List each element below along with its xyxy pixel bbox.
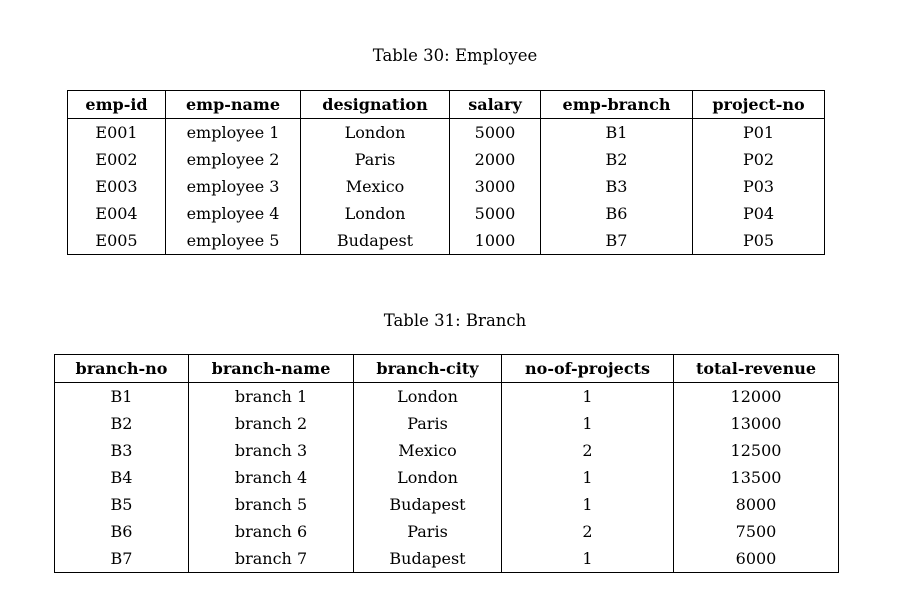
branch-table-header-row: branch-no branch-name branch-city no-of-pro… <box>54 354 839 383</box>
table-cell: employee 3 <box>165 173 301 200</box>
table-cell: 1 <box>501 382 674 410</box>
table-cell: branch 6 <box>188 518 354 545</box>
table-cell: 1 <box>501 491 674 518</box>
table-cell: B2 <box>54 410 189 437</box>
table-cell: 13500 <box>673 464 839 491</box>
table-cell: B2 <box>540 146 693 173</box>
branch-header-1: branch-name <box>188 354 354 383</box>
table-cell: branch 4 <box>188 464 354 491</box>
table-cell: B6 <box>540 200 693 227</box>
table-cell: employee 2 <box>165 146 301 173</box>
table-cell: P02 <box>692 146 825 173</box>
table-cell: 1 <box>501 545 674 573</box>
table-row: E001 employee 1 London 5000 B1 P01 <box>67 118 825 146</box>
table-cell: Budapest <box>353 545 502 573</box>
branch-header-2: branch-city <box>353 354 502 383</box>
table-row: B5 branch 5 Budapest 1 8000 <box>54 491 839 518</box>
table-cell: London <box>353 382 502 410</box>
table-cell: branch 5 <box>188 491 354 518</box>
employee-header-4: emp-branch <box>540 90 693 119</box>
table-cell: 1 <box>501 464 674 491</box>
table-cell: 5000 <box>449 200 541 227</box>
table-row: B3 branch 3 Mexico 2 12500 <box>54 437 839 464</box>
table-cell: B4 <box>54 464 189 491</box>
table-cell: E003 <box>67 173 166 200</box>
table-row: B4 branch 4 London 1 13500 <box>54 464 839 491</box>
table-cell: 2 <box>501 518 674 545</box>
table-cell: Budapest <box>353 491 502 518</box>
table-cell: London <box>300 118 450 146</box>
table-cell: London <box>300 200 450 227</box>
table-cell: Budapest <box>300 227 450 255</box>
table-cell: B6 <box>54 518 189 545</box>
table-cell: Paris <box>300 146 450 173</box>
table-cell: branch 2 <box>188 410 354 437</box>
table-row: E002 employee 2 Paris 2000 B2 P02 <box>67 146 825 173</box>
table-cell: employee 4 <box>165 200 301 227</box>
table-cell: 13000 <box>673 410 839 437</box>
table-row: B2 branch 2 Paris 1 13000 <box>54 410 839 437</box>
table-cell: 2 <box>501 437 674 464</box>
table-row: E004 employee 4 London 5000 B6 P04 <box>67 200 825 227</box>
table-cell: B3 <box>540 173 693 200</box>
table-cell: Paris <box>353 518 502 545</box>
table-cell: P04 <box>692 200 825 227</box>
employee-table-body: E001 employee 1 London 5000 B1 P01 E002 employe… <box>67 118 825 255</box>
table-row: B6 branch 6 Paris 2 7500 <box>54 518 839 545</box>
table-cell: E002 <box>67 146 166 173</box>
employee-header-2: designation <box>300 90 450 119</box>
table-cell: branch 1 <box>188 382 354 410</box>
employee-table: emp-id emp-name designation salary emp-branc… <box>67 90 825 255</box>
employee-table-header-row: emp-id emp-name designation salary emp-branc… <box>67 90 825 119</box>
table-cell: 1000 <box>449 227 541 255</box>
table-cell: 2000 <box>449 146 541 173</box>
table-cell: 5000 <box>449 118 541 146</box>
table-cell: 1 <box>501 410 674 437</box>
table-cell: 3000 <box>449 173 541 200</box>
table-cell: B1 <box>540 118 693 146</box>
table-cell: E004 <box>67 200 166 227</box>
table-row: B7 branch 7 Budapest 1 6000 <box>54 545 839 573</box>
table-cell: 8000 <box>673 491 839 518</box>
employee-header-3: salary <box>449 90 541 119</box>
employee-header-1: emp-name <box>165 90 301 119</box>
table-cell: B1 <box>54 382 189 410</box>
branch-table-body: B1 branch 1 London 1 12000 B2 branch 2 Paris 1 13… <box>54 382 839 573</box>
table-cell: 12000 <box>673 382 839 410</box>
table-cell: Mexico <box>300 173 450 200</box>
table-cell: employee 5 <box>165 227 301 255</box>
table-cell: London <box>353 464 502 491</box>
table-row: B1 branch 1 London 1 12000 <box>54 382 839 410</box>
table-cell: P03 <box>692 173 825 200</box>
table-row: E005 employee 5 Budapest 1000 B7 P05 <box>67 227 825 255</box>
table-cell: 12500 <box>673 437 839 464</box>
table-cell: B5 <box>54 491 189 518</box>
table-cell: E001 <box>67 118 166 146</box>
employee-header-5: project-no <box>692 90 825 119</box>
table-cell: branch 7 <box>188 545 354 573</box>
branch-header-0: branch-no <box>54 354 189 383</box>
table-row: E003 employee 3 Mexico 3000 B3 P03 <box>67 173 825 200</box>
table-cell: B7 <box>54 545 189 573</box>
branch-header-3: no-of-projects <box>501 354 674 383</box>
table-cell: P05 <box>692 227 825 255</box>
branch-table-caption: Table 31: Branch <box>383 311 527 330</box>
table-cell: branch 3 <box>188 437 354 464</box>
table-cell: Paris <box>353 410 502 437</box>
employee-table-caption: Table 30: Employee <box>372 46 538 65</box>
table-cell: Mexico <box>353 437 502 464</box>
table-cell: B7 <box>540 227 693 255</box>
branch-table: branch-no branch-name branch-city no-of-pro… <box>54 354 839 573</box>
table-cell: 6000 <box>673 545 839 573</box>
table-cell: E005 <box>67 227 166 255</box>
table-cell: 7500 <box>673 518 839 545</box>
branch-header-4: total-revenue <box>673 354 839 383</box>
employee-header-0: emp-id <box>67 90 166 119</box>
table-cell: employee 1 <box>165 118 301 146</box>
table-cell: P01 <box>692 118 825 146</box>
table-cell: B3 <box>54 437 189 464</box>
